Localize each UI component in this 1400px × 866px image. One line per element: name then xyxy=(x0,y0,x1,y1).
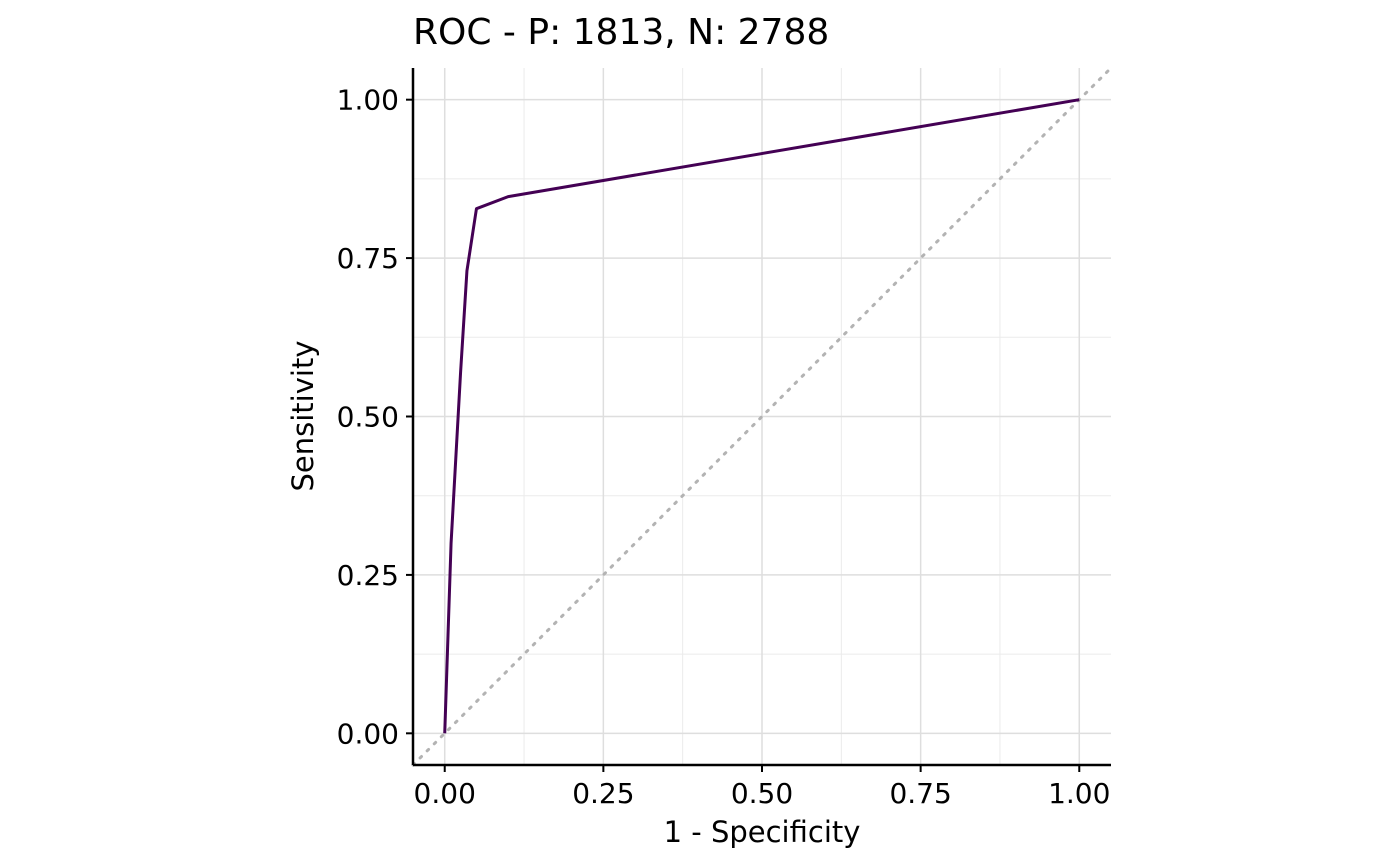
x-tick-label: 1.00 xyxy=(1048,777,1110,810)
reference-diagonal-layer xyxy=(411,66,1113,767)
major-gridlines xyxy=(413,68,1111,765)
axes-layer xyxy=(406,68,1111,772)
x-axis-title: 1 - Specificity xyxy=(664,815,861,849)
x-tick-label: 0.00 xyxy=(414,777,476,810)
x-tick-label: 0.75 xyxy=(889,777,951,810)
y-tick-label: 0.25 xyxy=(337,559,399,592)
x-tick-label: 0.25 xyxy=(572,777,634,810)
y-tick-label: 0.75 xyxy=(337,242,399,275)
y-tick-labels: 0.00 0.25 0.50 0.75 1.00 xyxy=(337,84,399,751)
y-tick-label: 0.00 xyxy=(337,717,399,750)
chart-title: ROC - P: 1813, N: 2788 xyxy=(413,12,829,53)
y-axis-title: Sensitivity xyxy=(286,341,320,492)
roc-curve-line xyxy=(443,98,1080,734)
series-layer xyxy=(443,98,1080,734)
y-tick-label: 0.50 xyxy=(337,401,399,434)
x-tick-labels: 0.00 0.25 0.50 0.75 1.00 xyxy=(414,777,1111,810)
x-tick-label: 0.50 xyxy=(731,777,793,810)
reference-diagonal-line xyxy=(411,66,1113,767)
y-tick-label: 1.00 xyxy=(337,84,399,117)
